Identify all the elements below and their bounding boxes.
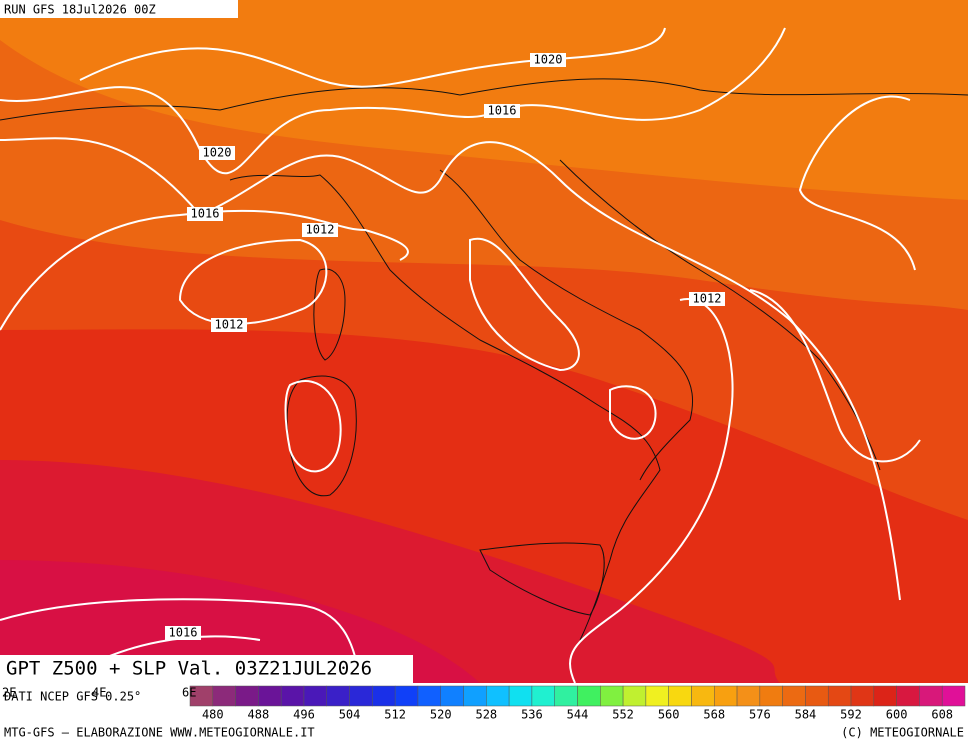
isobar-label: 1012 <box>215 318 244 332</box>
colorbar-swatch <box>827 685 852 707</box>
footer-left: MTG-GFS — ELABORAZIONE WWW.METEOGIORNALE… <box>4 726 315 740</box>
colorbar-swatch <box>873 685 897 707</box>
colorbar-swatch <box>235 685 259 707</box>
isobar-label: 1020 <box>534 53 563 67</box>
colorbar-swatch <box>714 685 738 707</box>
colorbar-label: 512 <box>384 708 406 722</box>
colorbar-swatch <box>463 685 487 707</box>
colorbar-label: 544 <box>567 708 589 722</box>
colorbar-swatch <box>577 685 601 707</box>
colorbar-swatch <box>668 685 692 707</box>
colorbar-label: 600 <box>886 708 908 722</box>
sicily <box>479 542 605 616</box>
source: DATI NCEP GFS 0.25° <box>4 690 141 704</box>
colorbar-label: 568 <box>703 708 725 722</box>
isobar <box>749 289 921 463</box>
colorbar-swatch <box>326 685 350 707</box>
lon-label: 4E <box>92 686 106 700</box>
colorbar-label: 504 <box>339 708 361 722</box>
lon-label: 2E <box>2 686 16 700</box>
colorbar-label: 560 <box>658 708 680 722</box>
run-label: RUN GFS 18Jul2026 00Z <box>4 3 156 17</box>
isobar <box>0 27 786 175</box>
colorbar-swatch <box>919 685 943 707</box>
colorbar-swatch <box>941 685 966 707</box>
isobar <box>609 385 657 440</box>
isobar-label-box <box>211 318 247 332</box>
colorbar-swatch <box>554 685 578 707</box>
colorbar-swatch <box>645 685 669 707</box>
isobar <box>79 27 666 88</box>
isobar-label-box <box>689 292 725 306</box>
colorbar-swatch <box>622 685 647 707</box>
coast <box>559 159 881 471</box>
colorbar-label: 536 <box>521 708 543 722</box>
isobar-label-box <box>165 626 201 640</box>
colorbar-swatch <box>600 685 624 707</box>
colorbar-swatch <box>531 685 555 707</box>
colorbar-label: 552 <box>612 708 634 722</box>
isobar-label: 1016 <box>191 207 220 221</box>
colorbar-swatch <box>691 685 715 707</box>
colorbar-swatch <box>303 685 328 707</box>
border <box>0 78 968 121</box>
coastlines <box>0 78 968 641</box>
colorbar-swatch <box>736 685 761 707</box>
isobar-label-box <box>530 53 566 67</box>
footer-right: (C) METEOGIORNALE <box>841 726 964 740</box>
isobar-label: 1016 <box>169 626 198 640</box>
colorbar-swatch <box>486 685 510 707</box>
colorbar-swatch <box>212 685 236 707</box>
colorbar-swatch <box>440 685 464 707</box>
isobar-label: 1012 <box>306 223 335 237</box>
colorbar-swatch <box>759 685 783 707</box>
isobar-label: 1012 <box>693 292 722 306</box>
isobar <box>0 598 361 684</box>
colorbar-label: 608 <box>931 708 953 722</box>
colorbar-swatch <box>258 685 282 707</box>
colorbar-swatch <box>850 685 875 707</box>
colorbar-swatch <box>417 685 441 707</box>
isobar <box>569 298 734 684</box>
colorbar-swatch <box>805 685 829 707</box>
colorbar-swatch <box>280 685 305 707</box>
isobar-label-box <box>302 223 338 237</box>
colorbar-label: 480 <box>202 708 224 722</box>
colorbar-label: 496 <box>293 708 315 722</box>
isobar-label: 1020 <box>203 146 232 160</box>
isobar-label: 1016 <box>488 104 517 118</box>
isobar-label-box <box>199 146 235 160</box>
coast <box>229 174 661 641</box>
colorbar-swatch <box>394 685 419 707</box>
header-box <box>0 0 238 18</box>
colorbar-swatch <box>372 685 396 707</box>
corsica <box>313 268 346 361</box>
colorbar-label: 592 <box>840 708 862 722</box>
colorbar-label: 488 <box>248 708 270 722</box>
isobar <box>469 237 580 372</box>
colorbar-swatch <box>508 685 533 707</box>
colorbar-label: 520 <box>430 708 452 722</box>
isobar <box>798 95 916 271</box>
colorbar-label: 584 <box>795 708 817 722</box>
isobar <box>0 209 409 331</box>
isobar-label-box <box>484 104 520 118</box>
map-title: GPT Z500 + SLP Val. 03Z21JUL2026 <box>6 658 372 680</box>
colorbar-label: 528 <box>475 708 497 722</box>
lon-label: 6E <box>182 686 196 700</box>
colorbar-swatch <box>782 685 806 707</box>
coast <box>439 169 694 481</box>
colorbar: 480 488 496 504 512 520 528 536 544 552 560 568 576 5… <box>189 685 966 722</box>
colorbar-swatch <box>349 685 373 707</box>
title-box <box>0 655 413 683</box>
isobar <box>284 380 342 473</box>
colorbar-swatch <box>896 685 920 707</box>
isobar-labels: 102010201016101610161012101210121016 <box>165 53 725 640</box>
isobar-label-box <box>187 207 223 221</box>
colorbar-label: 576 <box>749 708 771 722</box>
